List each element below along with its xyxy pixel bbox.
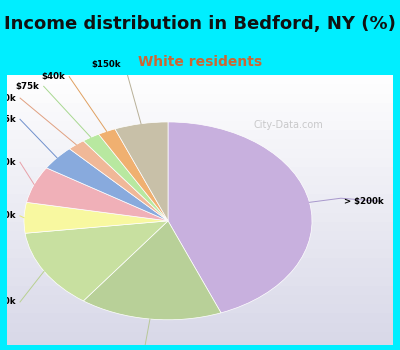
Text: Income distribution in Bedford, NY (%): Income distribution in Bedford, NY (%)	[4, 15, 396, 33]
Bar	[393, 75, 400, 350]
Bar	[0, 185, 400, 194]
Bar	[0, 222, 400, 231]
Bar	[0, 249, 400, 258]
Bar	[0, 112, 400, 121]
Wedge shape	[24, 202, 168, 233]
Wedge shape	[46, 149, 168, 221]
Text: $30k: $30k	[0, 93, 16, 103]
Bar	[0, 345, 400, 350]
Bar	[0, 139, 400, 148]
Text: $125k: $125k	[0, 115, 16, 124]
Bar	[0, 93, 400, 103]
Bar	[0, 212, 400, 222]
Text: $150k: $150k	[91, 60, 120, 69]
Text: > $200k: > $200k	[344, 197, 384, 206]
Text: $50k: $50k	[0, 158, 16, 167]
Bar	[0, 121, 400, 130]
Bar	[0, 103, 400, 112]
Bar	[0, 158, 400, 167]
Bar	[0, 75, 7, 350]
Text: $75k: $75k	[16, 82, 40, 91]
Wedge shape	[25, 221, 168, 301]
Text: City-Data.com: City-Data.com	[253, 120, 323, 130]
Wedge shape	[83, 134, 168, 221]
Wedge shape	[70, 141, 168, 221]
Text: White residents: White residents	[138, 55, 262, 69]
Text: $40k: $40k	[41, 72, 65, 81]
Bar	[0, 130, 400, 139]
Wedge shape	[83, 221, 221, 320]
Bar	[0, 304, 400, 313]
Wedge shape	[115, 122, 168, 221]
Wedge shape	[168, 122, 312, 313]
Bar	[0, 176, 400, 185]
Bar	[0, 194, 400, 203]
Bar	[0, 323, 400, 332]
Bar	[0, 332, 400, 341]
Bar	[0, 258, 400, 267]
Bar	[0, 203, 400, 212]
Bar	[0, 148, 400, 158]
Text: $200k: $200k	[0, 211, 16, 220]
Bar	[0, 295, 400, 304]
Wedge shape	[99, 129, 168, 221]
Bar	[0, 341, 400, 350]
Wedge shape	[26, 168, 168, 221]
Bar	[0, 231, 400, 240]
Bar	[0, 277, 400, 286]
Bar	[0, 167, 400, 176]
Bar	[0, 240, 400, 249]
Text: $100k: $100k	[0, 298, 16, 307]
Bar	[0, 286, 400, 295]
Bar	[0, 84, 400, 93]
Bar	[0, 75, 400, 84]
Bar	[0, 267, 400, 277]
Bar	[0, 313, 400, 323]
